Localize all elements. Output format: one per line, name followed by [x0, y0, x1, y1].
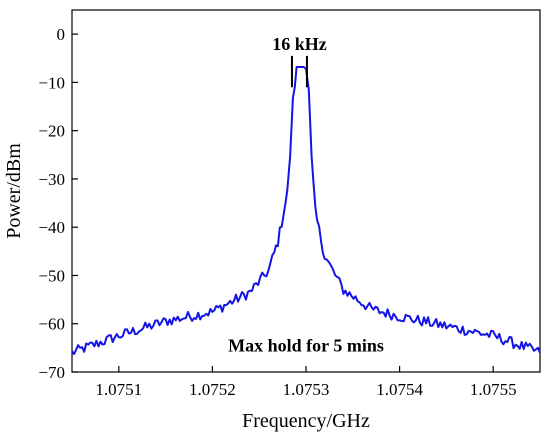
maxhold-annotation: Max hold for 5 mins	[228, 335, 384, 355]
y-axis-label: Power/dBm	[3, 143, 25, 239]
axes-layer	[71, 9, 541, 373]
x-tick-label: 1.0755	[470, 380, 517, 399]
y-tick-label: −30	[38, 170, 65, 189]
y-tick-label: −10	[38, 73, 65, 92]
y-tick-label: −40	[38, 218, 65, 237]
x-tick-label: 1.0751	[95, 380, 142, 399]
y-tick-label: −70	[38, 363, 65, 382]
x-tick-label: 1.0753	[283, 380, 330, 399]
annotation-layer: 16 kHz Max hold for 5 mins	[228, 34, 384, 356]
spectrum-series-line	[71, 66, 541, 355]
y-tick-label: −60	[38, 315, 65, 334]
line-layer	[71, 66, 541, 355]
bandwidth-annotation: 16 kHz	[272, 34, 327, 54]
x-tick-label: 1.0754	[376, 380, 423, 399]
x-tick-label: 1.0752	[189, 380, 236, 399]
y-tick-label: 0	[57, 25, 66, 44]
label-layer: 1.0751 1.0752 1.0753 1.0754 1.0755 0 −10 −20 −30…	[3, 25, 517, 432]
y-tick-label: −20	[38, 122, 65, 141]
x-axis-label: Frequency/GHz	[242, 410, 370, 432]
y-tick-label: −50	[38, 266, 65, 285]
